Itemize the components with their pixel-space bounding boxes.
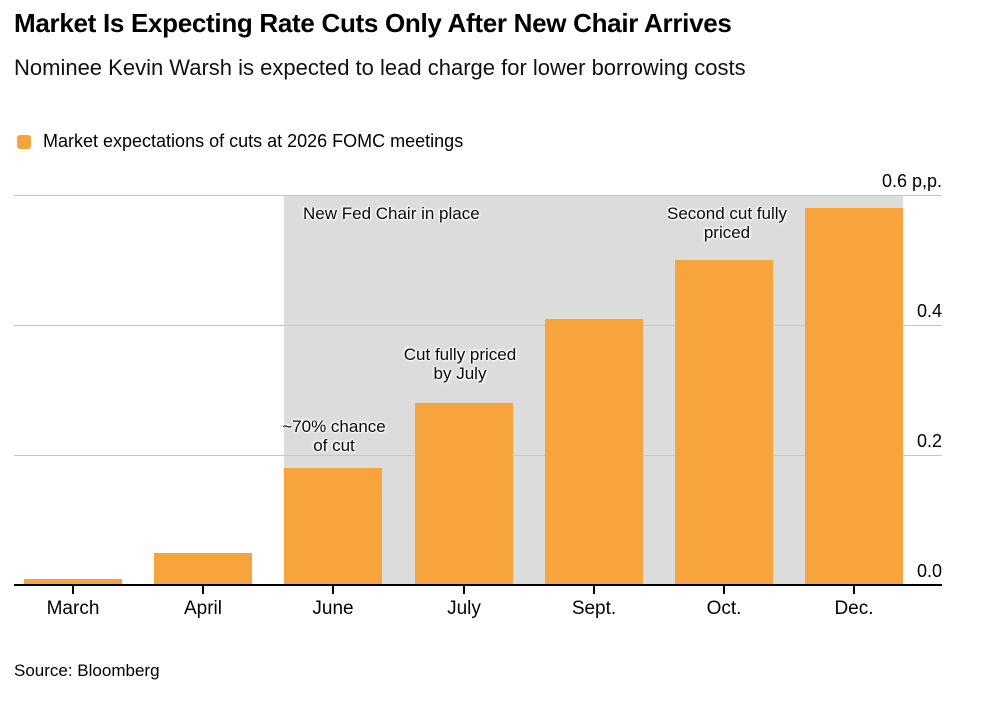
page-title: Market Is Expecting Rate Cuts Only After… (14, 8, 732, 38)
bar-sept (545, 319, 643, 585)
x-label-dec: Dec. (834, 598, 874, 619)
bar-april (154, 553, 252, 585)
annotation-cut-fully-priced-july: Cut fully priced by July (403, 345, 517, 383)
legend-label: Market expectations of cuts at 2026 FOMC… (43, 131, 464, 151)
x-label-sept: Sept. (571, 598, 617, 619)
x-tick-june (332, 586, 334, 594)
x-label-june: June (312, 598, 354, 619)
bar-oct (675, 260, 773, 585)
x-tick-march (72, 586, 74, 594)
bar-march (24, 579, 122, 585)
source-credit: Source: Bloomberg (14, 661, 160, 680)
x-tick-oct (723, 586, 725, 594)
legend-swatch-icon (17, 134, 31, 149)
x-tick-sept (593, 586, 595, 594)
x-label-july: July (447, 598, 481, 619)
gridline-0.6. (14, 195, 942, 196)
bar-july (415, 403, 513, 585)
x-label-oct: Oct. (706, 598, 742, 619)
page-subtitle: Nominee Kevin Warsh is expected to lead … (14, 55, 746, 80)
legend: Market expectations of cuts at 2026 FOMC… (17, 131, 463, 152)
x-tick-july (463, 586, 465, 594)
bar-dec (805, 208, 903, 585)
annotation-june-chance-of-cut: ~70% chance of cut (282, 417, 386, 455)
gridline-0.4 (14, 325, 942, 326)
x-label-march: March (46, 598, 100, 619)
y-label-0-4: 0.4 (916, 301, 942, 321)
x-tick-dec (853, 586, 855, 594)
y-label-0-6: 0.6 p,p. (881, 171, 942, 191)
y-label-0: 0.0 (916, 561, 942, 581)
x-tick-april (202, 586, 204, 594)
x-label-april: April (183, 598, 222, 619)
annotation-second-cut-fully-priced: Second cut fully priced (666, 204, 788, 242)
x-axis-line (14, 584, 942, 586)
y-label-0-2: 0.2 (916, 431, 942, 451)
bar-june (284, 468, 382, 585)
annotation-new-fed-chair: New Fed Chair in place (303, 204, 480, 223)
